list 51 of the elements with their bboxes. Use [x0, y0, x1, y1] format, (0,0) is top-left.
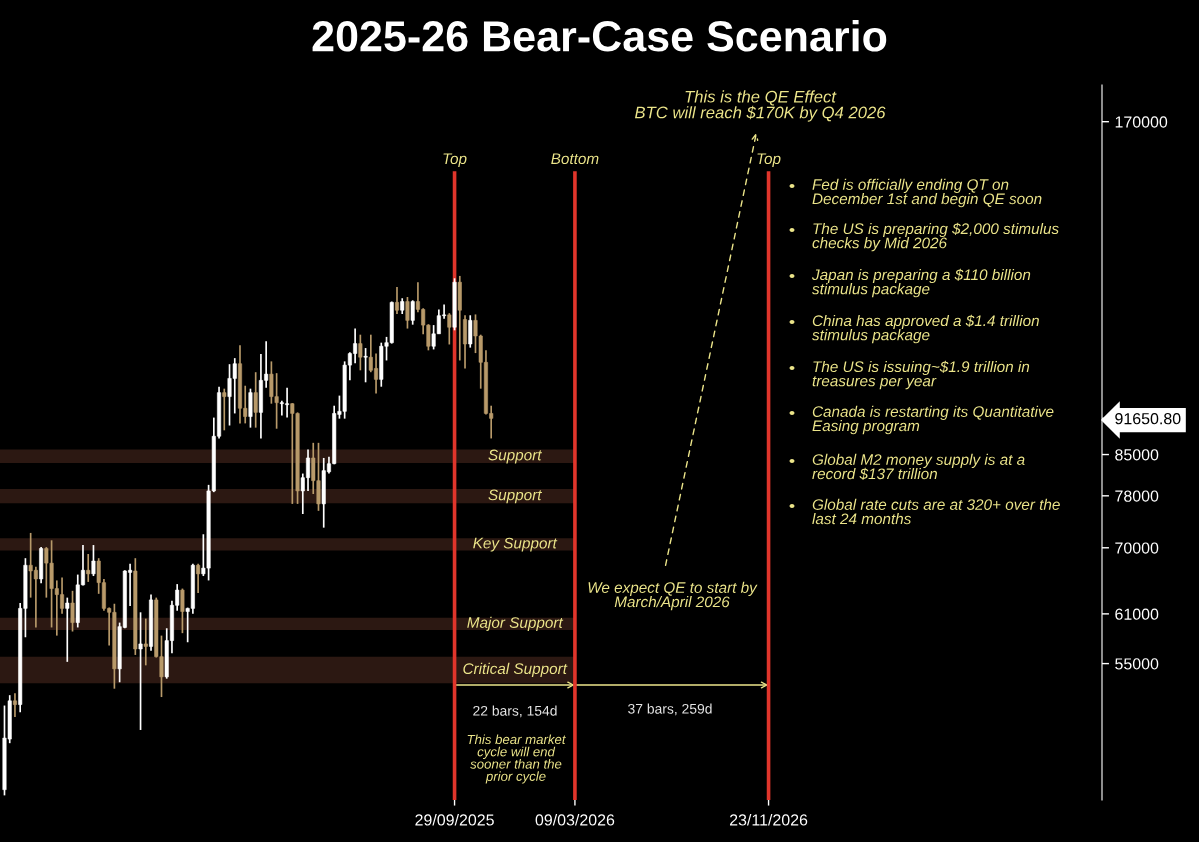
candlestick: [468, 314, 473, 349]
annotation: Japan is preparing a $110 billion stimulus package: [811, 268, 1031, 298]
candlestick: [65, 596, 70, 663]
candlestick: [363, 347, 368, 384]
annotation: Global M2 money supply is at a record $137 trillion: [812, 453, 1025, 481]
ref-line-label: Top: [443, 153, 467, 168]
band-label: Support: [488, 489, 543, 504]
y-tick-label: 61000: [1115, 608, 1159, 620]
band-label: Support: [488, 449, 543, 464]
candlestick: [394, 286, 399, 315]
candlestick: [447, 312, 452, 346]
y-tick-label: 91650.80: [1115, 413, 1181, 425]
band-label: Major Support: [467, 616, 564, 631]
x-tick-label: 23/11/2026: [729, 813, 808, 826]
y-tick-label: 170000: [1115, 116, 1168, 128]
annotation: The US is issuing~$1.9 trillion in treasures per year: [812, 360, 1030, 390]
candlestick: [405, 296, 410, 330]
chart-title: 2025-26 Bear-Case Scenario: [312, 19, 887, 52]
annotation: Canada is restarting its Quantitative Easing program: [812, 405, 1054, 435]
candlestick: [143, 617, 148, 667]
candlestick: [70, 589, 75, 633]
band-label: Critical Support: [463, 662, 568, 678]
annotation: The US is preparing $2,000 stimulus checks by Mid 2026: [812, 222, 1059, 252]
band-label: Key Support: [473, 537, 558, 552]
candlestick: [248, 387, 253, 429]
candlestick: [410, 299, 415, 326]
annotation: This is the QE Effect BTC will reach $170K by Q4 2026: [634, 90, 886, 122]
ref-line-label: Bottom: [551, 153, 599, 165]
annotation: 37 bars, 259d: [628, 703, 712, 716]
annotation: 22 bars, 154d: [473, 705, 557, 718]
candlestick: [180, 587, 185, 634]
annotation: Global rate cuts are at 320+ over the last 24 months: [812, 498, 1060, 525]
y-tick-label: 70000: [1115, 542, 1159, 554]
candlestick: [222, 387, 227, 432]
candlestick: [196, 562, 201, 594]
ref-line-label: Top: [757, 153, 781, 168]
candlestick: [12, 692, 17, 718]
candlestick: [358, 333, 363, 372]
annotation: This bear market cycle will end sooner than the prior cycle: [467, 734, 566, 784]
y-tick-label: 78000: [1115, 490, 1159, 502]
x-tick-label: 29/09/2025: [415, 813, 494, 826]
annotation: We expect QE to start by March/April 2026: [588, 581, 758, 611]
annotation: Fed is officially ending QT on December 1st and begin QE soon: [812, 178, 1042, 208]
candlestick: [138, 611, 143, 731]
y-tick-label: 55000: [1115, 658, 1159, 670]
x-tick-label: 09/03/2026: [535, 813, 615, 826]
candlestick: [86, 553, 91, 583]
candlestick: [91, 544, 96, 577]
annotation: China has approved a $1.4 trillion stimulus package: [812, 314, 1039, 344]
y-tick-label: 85000: [1115, 449, 1159, 461]
candlestick: [253, 371, 258, 429]
